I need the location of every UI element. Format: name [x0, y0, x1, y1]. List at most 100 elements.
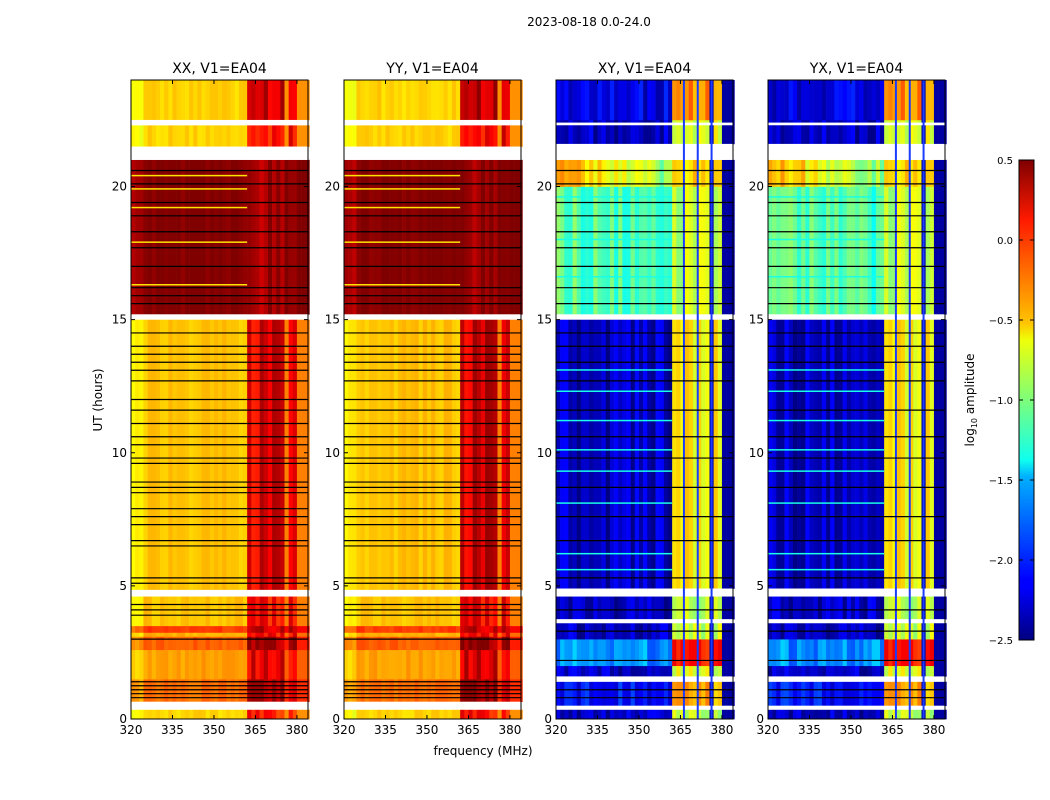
heatmap-cell	[464, 596, 469, 627]
heatmap-cell	[692, 639, 698, 667]
heatmap-cell	[518, 596, 523, 627]
heatmap-cell	[480, 632, 486, 637]
heatmap-cell	[222, 709, 227, 720]
heatmap-cell	[155, 632, 161, 637]
heatmap-cell	[284, 159, 289, 315]
heatmap-cell	[564, 159, 569, 187]
heatmap-cell	[344, 679, 349, 702]
heatmap-cell	[193, 159, 198, 315]
heatmap-cell	[356, 632, 361, 637]
heatmap-cell	[643, 80, 648, 121]
heatmap-cell	[580, 639, 586, 667]
heatmap-cell	[485, 596, 490, 627]
heatmap-cell	[364, 159, 370, 315]
heatmap-cell	[155, 679, 161, 702]
heatmap-cell	[259, 649, 265, 680]
heatmap-cell	[284, 649, 289, 680]
heatmap-cell	[576, 639, 582, 667]
heatmap-cell	[389, 636, 395, 651]
heatmap-cell	[301, 125, 306, 147]
heatmap-cell	[892, 159, 897, 187]
heatmap-cell	[933, 119, 939, 145]
heatmap-cell	[572, 119, 578, 145]
heatmap-cell	[226, 649, 231, 680]
heatmap-cell	[609, 639, 615, 667]
heatmap-cell	[201, 636, 206, 651]
heatmap-cell	[485, 125, 490, 147]
heatmap-cell	[422, 625, 428, 633]
heatmap-cell	[259, 632, 265, 637]
heatmap-cell	[247, 709, 252, 720]
heatmap-cell	[568, 681, 573, 706]
heatmap-cell	[267, 679, 273, 702]
heatmap-cell	[863, 665, 868, 677]
heatmap-cell	[139, 319, 144, 591]
heatmap-cell	[721, 319, 727, 589]
heatmap-cell	[418, 625, 424, 633]
heatmap-cell	[418, 319, 424, 591]
heatmap-cell	[422, 636, 428, 651]
heatmap-cell	[497, 159, 502, 315]
heatmap-cell	[201, 632, 206, 637]
heatmap-cell	[393, 319, 399, 591]
heatmap-cell	[501, 632, 507, 637]
figure-title: 2023-08-18 0.0-24.0	[527, 15, 651, 29]
heatmap-cell	[655, 119, 661, 145]
heatmap-cell	[218, 125, 223, 147]
heatmap-cell	[480, 679, 486, 702]
heatmap-cell	[834, 80, 839, 121]
heatmap-cell	[234, 159, 240, 315]
heatmap-cell	[197, 709, 202, 720]
heatmap-cell	[418, 596, 424, 627]
heatmap-cell	[572, 319, 578, 589]
heatmap-cell	[368, 625, 374, 633]
heatmap-cell	[630, 709, 636, 720]
heatmap-cell	[638, 80, 644, 121]
heatmap-cell	[821, 319, 827, 589]
heatmap-cell	[846, 119, 852, 145]
colorbar-tick-label: 0.0	[997, 236, 1013, 247]
heatmap-cell	[875, 319, 881, 589]
heatmap-cell	[485, 159, 490, 315]
heatmap-cell	[572, 639, 578, 667]
heatmap-cell	[556, 159, 561, 187]
heatmap-cell	[904, 186, 910, 315]
heatmap-cell	[768, 186, 773, 315]
heatmap-cell	[875, 159, 881, 187]
heatmap-cell	[784, 709, 790, 720]
heatmap-cell	[680, 186, 685, 315]
heatmap-cell	[164, 125, 169, 147]
heatmap-cell	[859, 665, 864, 677]
heatmap-cell	[668, 119, 673, 145]
heatmap-cell	[585, 709, 590, 720]
heatmap-cell	[917, 665, 922, 677]
heatmap-cell	[634, 119, 640, 145]
heatmap-cell	[697, 80, 702, 121]
heatmap-cell	[933, 80, 939, 121]
heatmap-cell	[222, 636, 227, 651]
heatmap-cell	[348, 319, 353, 591]
heatmap-cell	[381, 596, 386, 627]
heatmap-cell	[726, 159, 731, 187]
heatmap-cell	[846, 709, 852, 720]
y-tick-label: 0	[332, 712, 340, 726]
heatmap-cell	[373, 596, 378, 627]
heatmap-cell	[147, 80, 153, 121]
heatmap-cell	[226, 636, 231, 651]
heatmap-cell	[147, 632, 153, 637]
x-tick-label: 335	[374, 723, 397, 737]
heatmap-cell	[180, 319, 186, 591]
heatmap-cell	[514, 636, 519, 651]
heatmap-cell	[410, 632, 415, 637]
heatmap-cell	[243, 80, 248, 121]
heatmap-cell	[909, 159, 914, 187]
heatmap-cell	[900, 119, 906, 145]
heatmap-cell	[193, 625, 198, 633]
heatmap-cell	[585, 665, 590, 677]
heatmap-cell	[435, 80, 440, 121]
heatmap-cell	[447, 709, 453, 720]
heatmap-cell	[813, 596, 819, 620]
heatmap-cell	[680, 665, 685, 677]
